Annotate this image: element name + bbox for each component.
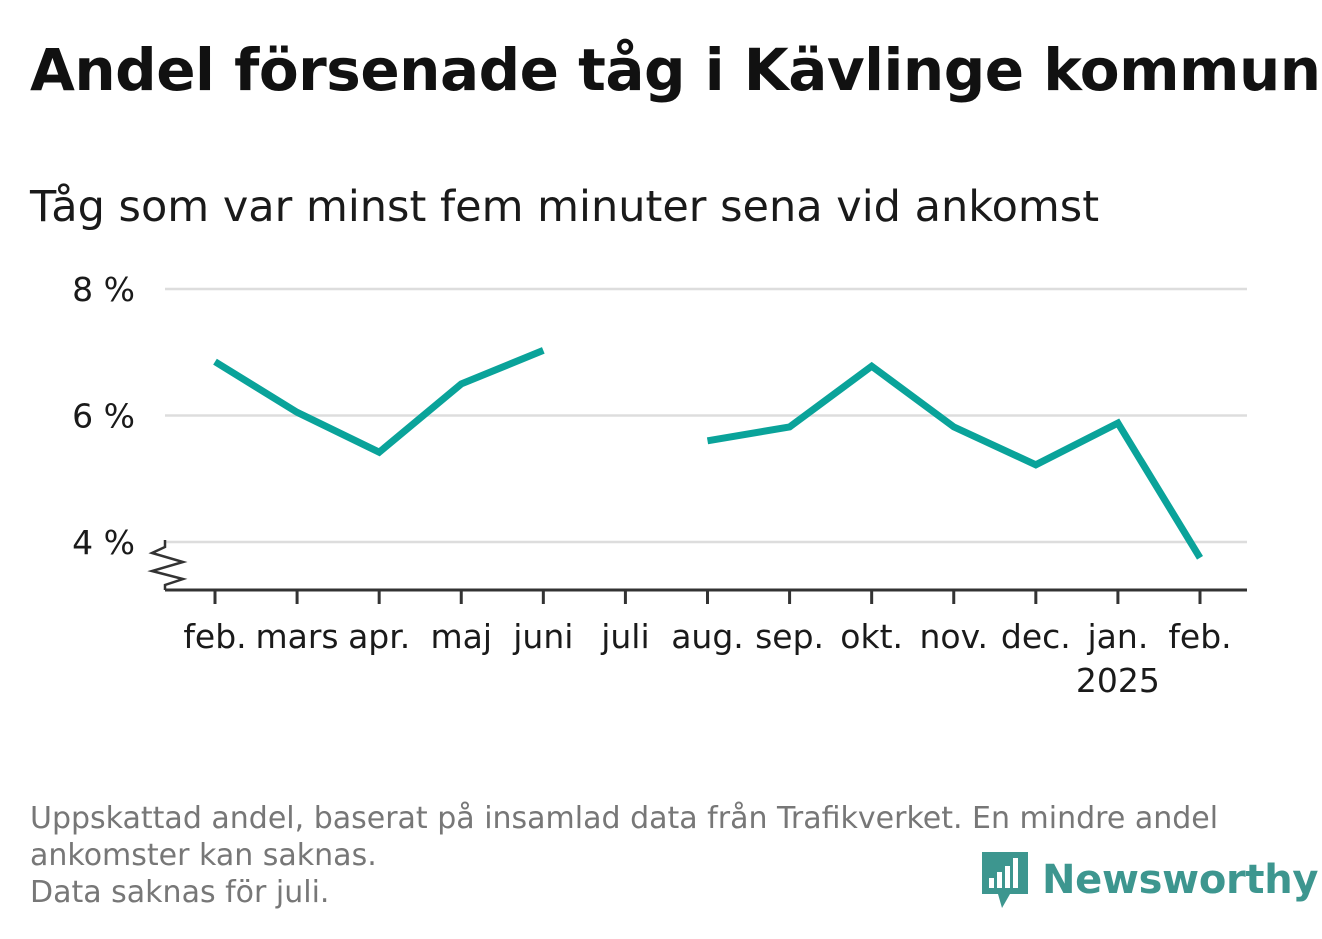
newsworthy-logo-icon [982,852,1028,908]
series-line [706,361,1203,560]
gridlines [165,287,1247,544]
x-tick-label: aug. [671,617,744,656]
x-tick-label: apr. [348,617,410,656]
x-axis-ticks: feb. mars apr. maj juni juli aug. sep. okt. nov. d… [183,590,1232,700]
x-tick-label: feb. [183,617,246,656]
y-axis-ticks: 4 % 6 % 8 % [72,270,135,562]
x-tick-label: dec. [1001,617,1071,656]
y-tick-label: 4 % [72,523,135,562]
brand-name: Newsworthy [1042,857,1319,903]
x-tick-label: juli [600,617,649,656]
x-tick-label: juni [512,617,573,656]
x-tick-label: jan. [1087,617,1149,656]
series-line [213,347,545,457]
x-tick-year-label: 2025 [1076,661,1160,700]
series-lines [213,347,1203,560]
footnote-line: ankomster kan saknas. [30,838,377,873]
x-axis [147,540,1247,592]
x-tick-label: mars [256,617,339,656]
axis-break-icon [147,540,188,590]
x-tick-label: feb. [1168,617,1231,656]
footnote: Uppskattad andel, baserat på insamlad da… [30,800,1280,911]
x-tick-label: maj [430,617,492,656]
x-tick-label: sep. [755,617,824,656]
line-chart: 4 % 6 % 8 % feb. mars apr. maj juni juli aug. sep… [72,270,1247,700]
x-tick-label: nov. [919,617,988,656]
y-tick-label: 8 % [72,270,135,309]
footnote-line: Uppskattad andel, baserat på insamlad da… [30,801,1219,836]
x-tick-label: okt. [840,617,903,656]
brand-logo[interactable]: Newsworthy [980,850,1319,910]
footnote-line: Data saknas för juli. [30,875,330,910]
y-tick-label: 6 % [72,397,135,436]
chart-title: Andel försenade tåg i Kävlinge kommun [30,36,1321,104]
chart-subtitle: Tåg som var minst fem minuter sena vid a… [30,182,1100,232]
